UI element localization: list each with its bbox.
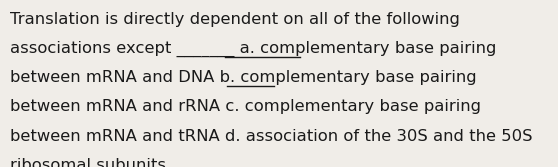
Text: Translation is directly dependent on all of the following: Translation is directly dependent on all… xyxy=(10,12,460,27)
Text: between mRNA and DNA b. complementary base pairing: between mRNA and DNA b. complementary ba… xyxy=(10,70,477,85)
Text: between mRNA and rRNA c. complementary base pairing: between mRNA and rRNA c. complementary b… xyxy=(10,99,481,114)
Text: ribosomal subunits: ribosomal subunits xyxy=(10,158,166,167)
Text: between mRNA and tRNA d. association of the 30S and the 50S: between mRNA and tRNA d. association of … xyxy=(10,129,532,144)
Text: associations except _______ a. complementary base pairing: associations except _______ a. complemen… xyxy=(10,41,497,57)
